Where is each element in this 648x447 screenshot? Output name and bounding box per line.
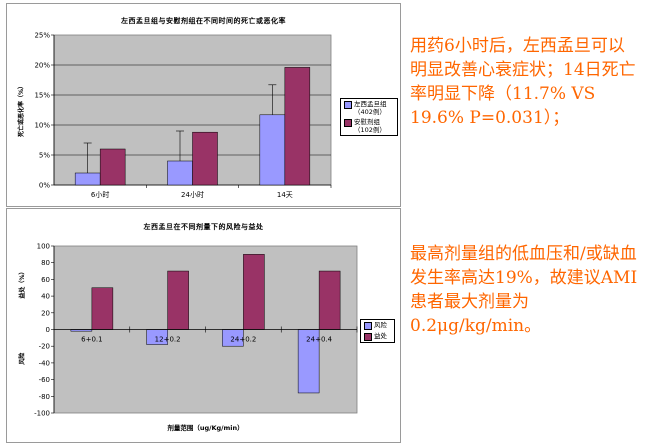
y-tick-label: 5% xyxy=(39,152,50,160)
y-tick-label: 80 xyxy=(41,259,50,267)
bar xyxy=(284,67,311,186)
x-tick-label: 24+0.2 xyxy=(230,336,256,344)
y-tick-label: 40 xyxy=(41,293,50,301)
y-tick-label: 60 xyxy=(41,276,50,284)
bar xyxy=(318,270,341,330)
y-tick-label: 0 xyxy=(46,326,50,334)
legend-label: 左西孟旦组 （402例） xyxy=(354,100,387,116)
y-tick-label: 15% xyxy=(34,92,50,100)
bar xyxy=(167,270,189,330)
x-tick-label: 12+0.2 xyxy=(155,336,181,344)
y-tick-label: -60 xyxy=(39,376,50,384)
dose-chart: -100 -80 -60 -40 -20 0 20 40 60 80 100 6+0.1 12+0.2 2… xyxy=(18,243,358,432)
bar xyxy=(243,254,265,330)
legend-label: 安慰剂组 （102例） xyxy=(354,118,386,134)
legend-item-risk: 风险 xyxy=(361,320,394,331)
annotation-mortality: 用药6小时后，左西孟旦可以明显改善心衰症状；14日死亡率明显下降（11.7% V… xyxy=(410,36,636,128)
legend-item-benefit: 益处 xyxy=(361,331,394,342)
legend-label: 益处 xyxy=(374,332,387,340)
y-axis-label-top: 益处（%） xyxy=(18,269,26,299)
y-tick-label: 20 xyxy=(41,309,50,317)
x-tick-label: 6+0.1 xyxy=(81,336,102,344)
chart-panel-dose: 左西孟旦在不同剂量下的风险与益处 -100 -80 -60 -40 -20 0 20 40 60… xyxy=(6,208,401,443)
chart-legend: 左西孟旦组 （402例） 安慰剂组 （102例） xyxy=(340,98,398,136)
bar xyxy=(99,148,126,186)
chart-legend: 风险 益处 xyxy=(360,319,395,343)
chart-title: 左西孟旦在不同剂量下的风险与益处 xyxy=(143,223,264,231)
y-tick-label: 10% xyxy=(34,122,50,130)
legend-swatch xyxy=(364,333,372,341)
bar xyxy=(259,114,286,186)
legend-swatch xyxy=(344,119,352,127)
x-axis-label: 剂量范围（ug/Kg/min） xyxy=(166,423,243,432)
y-tick-label: -20 xyxy=(39,343,50,351)
y-tick-label: -40 xyxy=(39,359,50,367)
mortality-chart: 0% 5% 10% 15% 20% 25% 6小时 24小时 14天 死亡或恶化率（%） xyxy=(17,32,332,199)
bar xyxy=(192,131,218,186)
legend-item-placebo: 安慰剂组 （102例） xyxy=(341,117,397,135)
x-tick-label: 24小时 xyxy=(181,190,204,199)
y-axis-label-bottom: 风险 xyxy=(18,352,26,365)
y-tick-label: -100 xyxy=(34,410,50,418)
x-tick-label: 14天 xyxy=(277,191,293,199)
bar xyxy=(91,287,114,330)
x-tick-label: 24+0.4 xyxy=(306,336,332,344)
legend-item-levosimendan: 左西孟旦组 （402例） xyxy=(341,99,397,117)
chart-title: 左西孟旦组与安慰剂组在不同时间的死亡或恶化率 xyxy=(121,17,286,25)
y-tick-label: 0% xyxy=(39,182,50,190)
y-axis-label: 死亡或恶化率（%） xyxy=(17,83,25,138)
legend-swatch xyxy=(344,101,352,109)
y-tick-label: 100 xyxy=(37,243,50,251)
y-tick-label: 20% xyxy=(34,62,50,70)
bar xyxy=(167,160,193,186)
x-tick-label: 6小时 xyxy=(91,190,109,199)
bar xyxy=(74,172,101,186)
legend-label: 风险 xyxy=(374,321,387,329)
legend-swatch xyxy=(364,322,372,330)
annotation-dose: 最高剂量组的低血压和/或缺血发生率高达19%，故建议AMI患者最大剂量为0.2μ… xyxy=(410,244,638,336)
chart-panel-mortality: 左西孟旦组与安慰剂组在不同时间的死亡或恶化率 0% 5% 10% 15% 20% 25% 6… xyxy=(6,3,401,207)
y-tick-label: 25% xyxy=(34,32,50,40)
y-tick-label: -80 xyxy=(39,393,50,401)
